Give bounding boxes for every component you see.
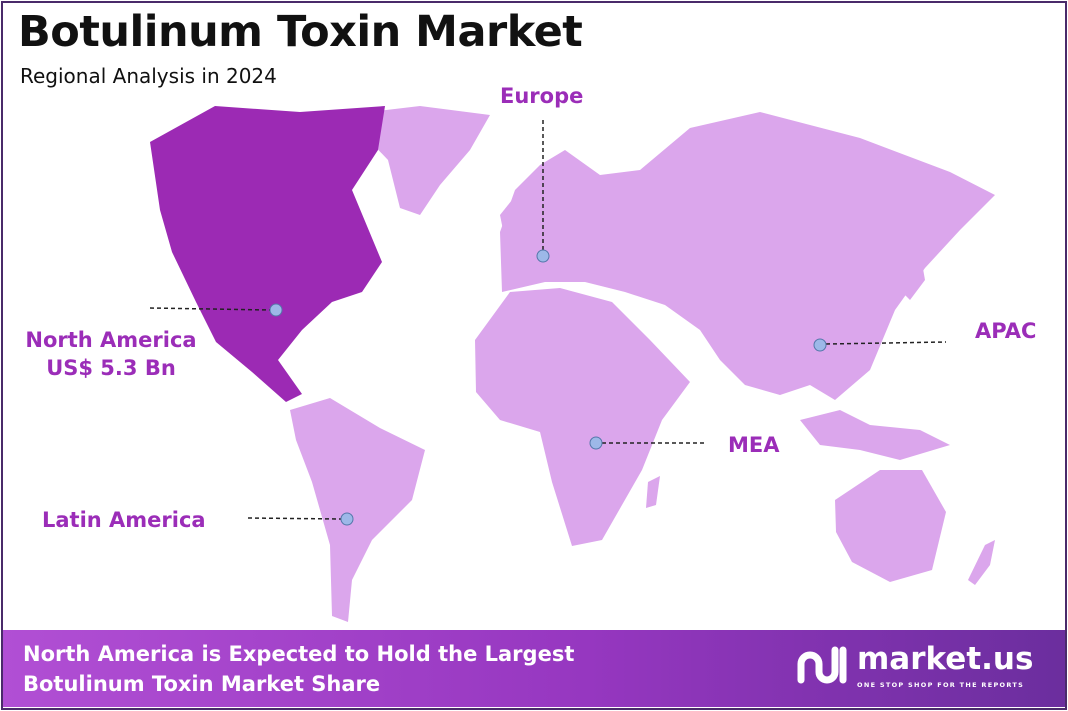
page-subtitle: Regional Analysis in 2024 bbox=[20, 64, 277, 88]
australia bbox=[835, 470, 946, 582]
footer-line-2: Botulinum Toxin Market Share bbox=[23, 672, 381, 696]
north-america-name: North America bbox=[25, 328, 197, 352]
markers bbox=[269, 249, 827, 526]
north-america-region bbox=[150, 106, 385, 402]
africa bbox=[475, 288, 690, 546]
leader-lines bbox=[149, 120, 947, 520]
se-asia-islands bbox=[800, 410, 950, 460]
footer-banner: North America is Expected to Hold the La… bbox=[3, 630, 1065, 707]
logo-tagline: ONE STOP SHOP FOR THE REPORTS bbox=[857, 681, 1025, 689]
market-us-logo: market.us ONE STOP SHOP FOR THE REPORTS bbox=[795, 640, 1033, 690]
other-regions bbox=[290, 106, 995, 622]
mea-marker bbox=[589, 436, 603, 450]
greenland bbox=[345, 106, 490, 215]
logo-name: market.us bbox=[857, 641, 1034, 677]
eurasia bbox=[500, 112, 995, 400]
latin-america-label: Latin America bbox=[42, 508, 206, 532]
logo-mark-icon bbox=[797, 646, 847, 684]
north-america-marker bbox=[269, 303, 283, 317]
new-zealand bbox=[968, 540, 995, 585]
apac-line bbox=[825, 341, 947, 345]
japan bbox=[900, 240, 925, 300]
latin-america-line bbox=[247, 517, 342, 520]
europe-marker bbox=[536, 249, 550, 263]
north-america-line bbox=[149, 307, 271, 311]
apac-marker bbox=[813, 338, 827, 352]
north-america-value: US$ 5.3 Bn bbox=[46, 356, 176, 380]
page-title: Botulinum Toxin Market bbox=[18, 7, 583, 57]
south-america bbox=[290, 398, 425, 622]
mea-label: MEA bbox=[728, 433, 780, 457]
footer-line-1: North America is Expected to Hold the La… bbox=[23, 642, 575, 666]
apac-label: APAC bbox=[975, 319, 1037, 343]
north-america-label: North America US$ 5.3 Bn bbox=[8, 326, 214, 382]
latin-america-marker bbox=[340, 512, 354, 526]
north-america bbox=[150, 106, 385, 402]
uk bbox=[500, 200, 520, 240]
madagascar bbox=[646, 476, 660, 508]
europe-label: Europe bbox=[500, 84, 584, 108]
